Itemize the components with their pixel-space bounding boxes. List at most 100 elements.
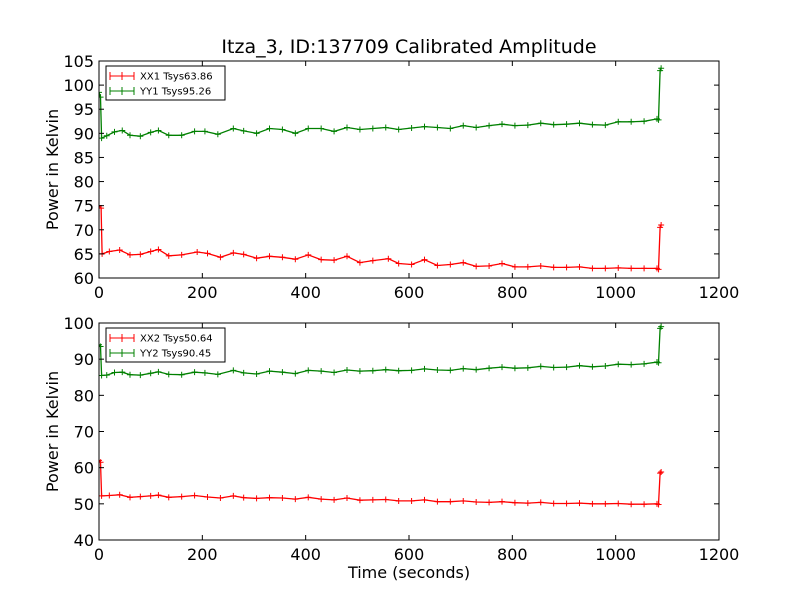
x-tick-label: 0 <box>94 283 104 302</box>
y-tick-label: 95 <box>74 100 94 119</box>
data-point <box>106 492 113 499</box>
data-point <box>344 253 350 260</box>
data-point <box>191 369 198 376</box>
data-point <box>537 363 544 370</box>
legend-entry-label: XX1 Tsys63.86 <box>140 72 213 83</box>
subplot-bottom: 0 200 400 600 800 1000 1200 40 50 60 70 80 90 100 Powe… <box>43 314 739 582</box>
y-tick-label: 100 <box>63 314 94 333</box>
data-point <box>486 499 493 506</box>
x-tick-label: 0 <box>94 545 104 564</box>
legend-entry-label: XX2 Tsys50.64 <box>140 334 213 345</box>
data-point <box>658 65 665 72</box>
data-point <box>165 252 172 259</box>
data-point <box>147 370 154 377</box>
data-point <box>499 364 505 371</box>
data-point <box>106 248 113 255</box>
data-point <box>511 122 518 129</box>
data-point <box>563 264 570 271</box>
data-point <box>537 262 544 269</box>
data-point <box>602 363 609 370</box>
data-point <box>204 493 211 500</box>
x-tick-label: 400 <box>290 283 321 302</box>
data-point <box>524 500 531 507</box>
data-point <box>318 368 325 375</box>
x-tick-label: 1000 <box>595 283 636 302</box>
data-point <box>240 494 247 501</box>
data-point <box>421 496 428 503</box>
data-point <box>178 371 185 378</box>
data-point <box>602 265 609 272</box>
data-point <box>369 367 376 374</box>
data-point <box>563 364 570 371</box>
data-point <box>344 124 350 131</box>
data-point <box>99 343 104 350</box>
data-point <box>408 261 415 268</box>
data-point <box>155 127 162 134</box>
data-point <box>305 125 312 132</box>
data-point <box>178 132 185 139</box>
data-point <box>279 254 286 261</box>
data-point <box>240 251 247 258</box>
y-tick-label: 90 <box>74 124 94 143</box>
data-point <box>576 120 583 127</box>
data-point <box>147 129 154 136</box>
data-point <box>217 254 224 261</box>
data-point <box>318 256 325 263</box>
data-point <box>382 496 389 503</box>
data-point <box>657 470 664 477</box>
data-point <box>116 247 123 254</box>
data-point <box>524 364 531 371</box>
data-point <box>253 495 260 502</box>
legend-marker <box>109 349 135 357</box>
data-point <box>178 251 185 258</box>
legend-box <box>105 65 226 101</box>
data-point <box>305 367 312 374</box>
plot-area-1 <box>99 323 665 508</box>
y-tick-label: 100 <box>63 76 94 95</box>
y-tick-label: 60 <box>74 459 94 478</box>
data-point <box>563 121 570 128</box>
data-point <box>641 118 648 125</box>
legend-marker <box>109 334 135 342</box>
data-point <box>382 124 389 131</box>
data-point <box>655 359 662 366</box>
plot-area-0 <box>99 65 665 273</box>
data-point <box>434 124 441 131</box>
data-point <box>486 262 493 269</box>
y-axis-label: Power in Kelvin <box>43 109 62 230</box>
data-point <box>356 368 363 375</box>
data-point <box>253 130 260 137</box>
data-point <box>253 255 260 262</box>
data-point <box>292 256 299 263</box>
data-point <box>201 369 208 376</box>
series-markers-xx2 <box>99 457 665 508</box>
data-point <box>473 124 480 131</box>
y-tick-label: 65 <box>74 245 94 264</box>
data-point <box>628 361 635 368</box>
data-point <box>499 498 505 505</box>
y-axis-label: Power in Kelvin <box>43 371 62 492</box>
legend-marker <box>109 72 135 80</box>
series-line-yy1 <box>99 67 662 140</box>
data-point <box>331 257 338 264</box>
data-point <box>576 500 583 507</box>
data-point <box>655 501 662 508</box>
data-point <box>178 493 185 500</box>
y-tick-label: 85 <box>74 148 94 167</box>
data-point <box>214 131 221 138</box>
data-point <box>204 250 211 257</box>
data-point <box>99 89 102 96</box>
data-point <box>191 128 198 135</box>
x-tick-label: 1000 <box>595 545 636 564</box>
legend-entry-label: YY1 Tsys95.26 <box>139 87 211 98</box>
data-point <box>305 251 312 258</box>
data-point <box>253 370 260 377</box>
data-point <box>395 367 402 374</box>
x-tick-label: 800 <box>497 545 528 564</box>
x-tick-label: 200 <box>187 545 218 564</box>
data-point <box>447 498 454 505</box>
data-point <box>447 125 454 132</box>
data-point <box>550 364 557 371</box>
data-point <box>589 121 596 128</box>
data-point <box>460 497 467 504</box>
